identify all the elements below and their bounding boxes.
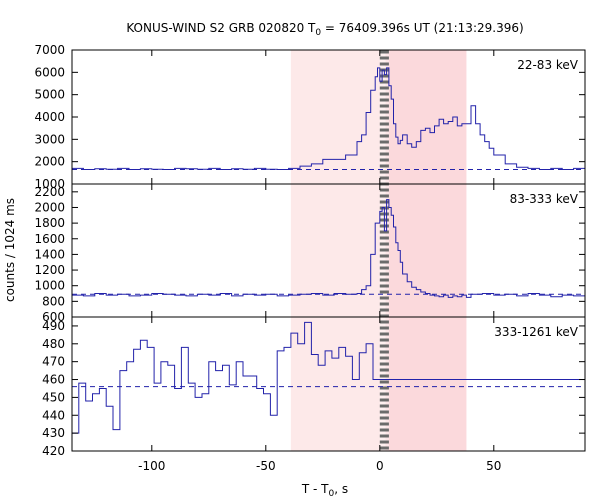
y-tick-label: 1400: [34, 247, 65, 261]
y-tick-label: 1000: [34, 177, 65, 191]
y-tick-label: 1600: [34, 232, 65, 246]
y-tick-label: 460: [42, 373, 65, 387]
series-line: [72, 321, 585, 434]
y-tick-label: 7000: [34, 43, 65, 57]
y-axis-label: counts / 1024 ms: [3, 198, 17, 302]
y-tick-label: 490: [42, 319, 65, 333]
y-tick-label: 430: [42, 426, 65, 440]
panel-frame: [71, 316, 586, 452]
panel-3: 420 430 440 450 460 470 480 490 333-1261 keV: [42, 316, 586, 458]
y-tick-label: 470: [42, 355, 65, 369]
chart-title: KONUS-WIND S2 GRB 020820 T0 = 76409.396s…: [126, 21, 523, 38]
energy-band-label: 22-83 keV: [517, 58, 579, 72]
x-tick-label: -50: [256, 459, 276, 473]
energy-band-label: 83-333 keV: [510, 192, 579, 206]
energy-band-label: 333-1261 keV: [494, 325, 578, 339]
series-line: [72, 67, 585, 170]
y-tick-label: 6000: [34, 65, 65, 79]
series-line: [72, 199, 585, 298]
y-tick-label: 440: [42, 408, 65, 422]
y-tick-label: 1000: [34, 279, 65, 293]
y-tick-label: 3000: [34, 132, 65, 146]
y-tick-label: 4000: [34, 110, 65, 124]
x-tick-label: 50: [486, 459, 501, 473]
y-tick-label: 800: [42, 294, 65, 308]
y-tick-label: 1200: [34, 263, 65, 277]
y-tick-label: 2000: [34, 200, 65, 214]
x-axis-label: T - T0, s: [301, 482, 348, 499]
shaded-interval-1: [290, 50, 386, 451]
y-tick-label: 480: [42, 337, 65, 351]
y-tick-label: 1800: [34, 216, 65, 230]
panel-1: 1000 2000 3000 4000 5000 6000 7000 22-83 keV: [34, 43, 586, 191]
x-tick-label: -100: [138, 459, 165, 473]
y-tick-label: 450: [42, 390, 65, 404]
y-tick-label: 420: [42, 444, 65, 458]
y-tick-label: 2000: [34, 155, 65, 169]
y-tick-label: 2200: [34, 185, 65, 199]
y-tick-label: 600: [42, 310, 65, 324]
y-tick-label: 5000: [34, 88, 65, 102]
x-tick-label: 0: [376, 459, 384, 473]
